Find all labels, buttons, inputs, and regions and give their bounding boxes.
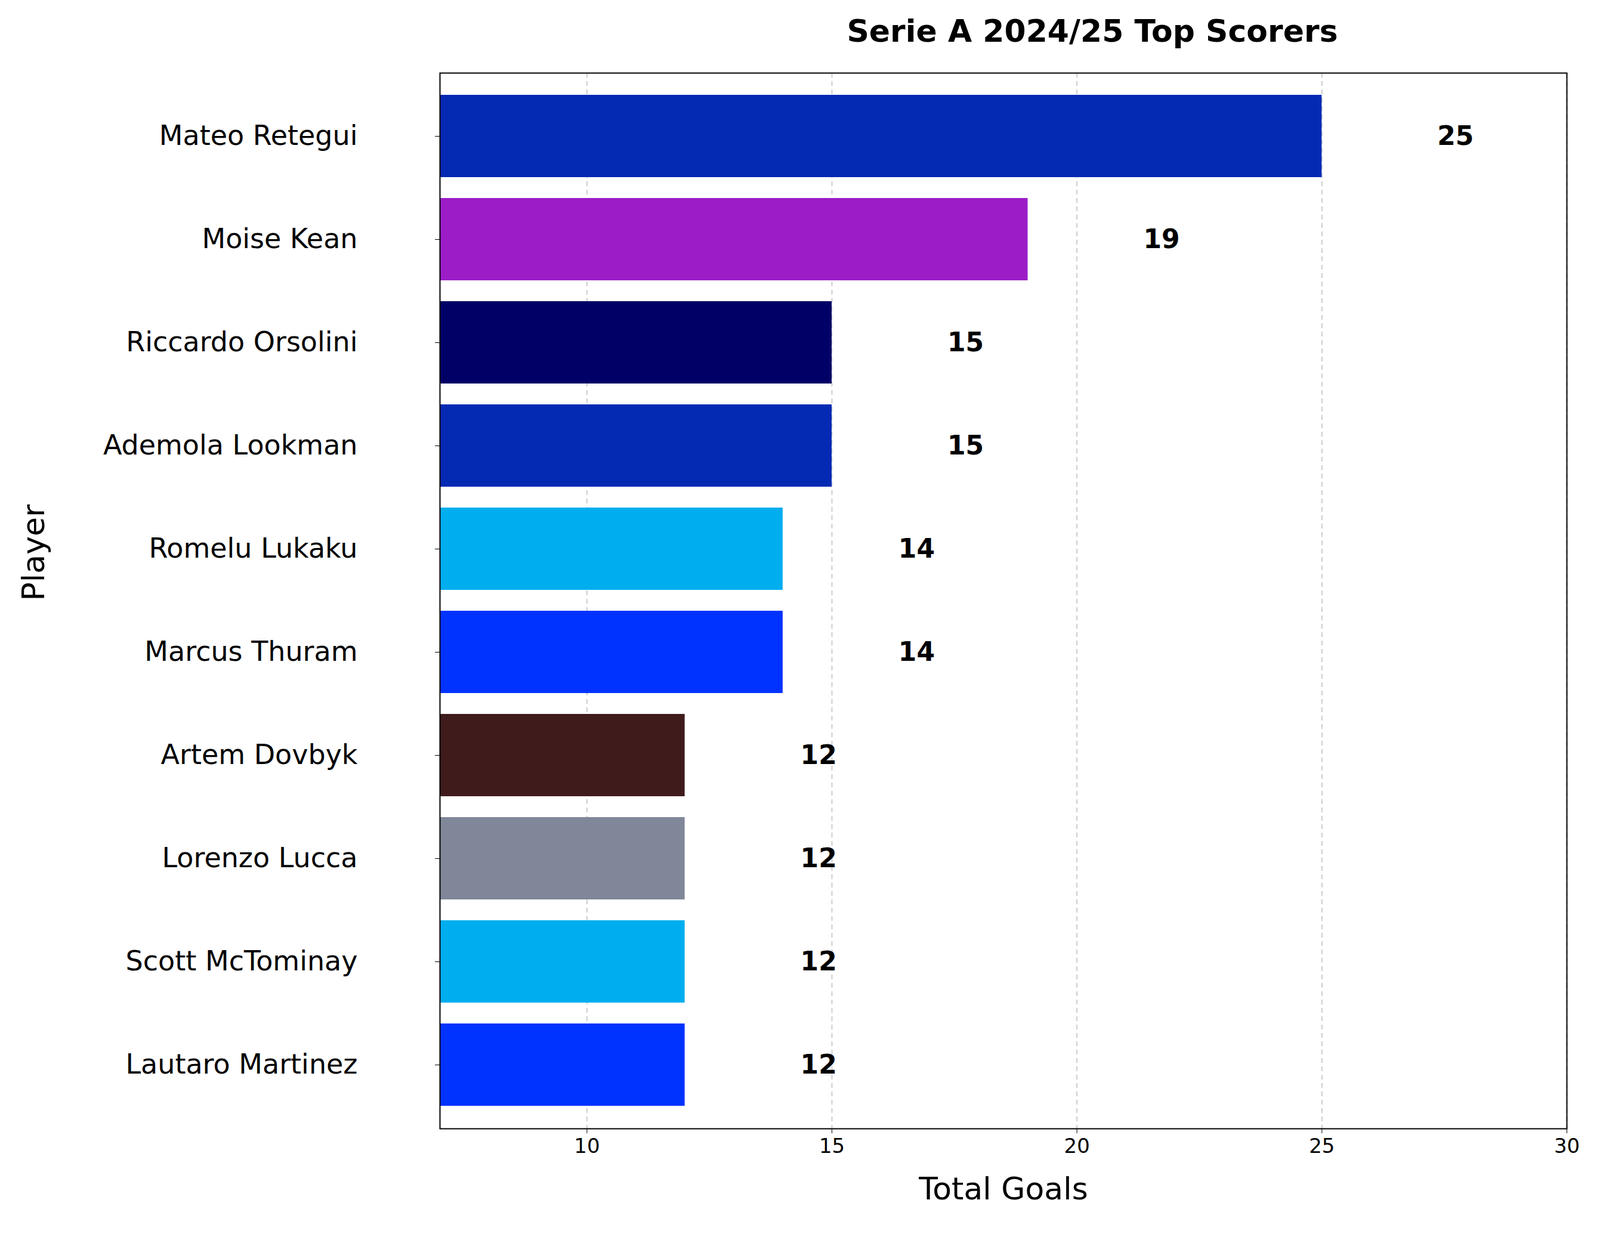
svg-text:Mateo Retegui: Mateo Retegui	[159, 119, 358, 152]
svg-text:Player: Player	[15, 504, 52, 601]
svg-text:14: 14	[898, 636, 935, 667]
svg-text:Artem Dovbyk: Artem Dovbyk	[161, 738, 358, 771]
svg-text:Scott McTominay: Scott McTominay	[125, 944, 358, 978]
svg-text:10: 10	[573, 1134, 600, 1158]
html-text:Serie A 2024/25 Top Scorers: Serie A 2024/25 Top Scorers	[846, 13, 1338, 49]
svg-text:Total Goals: Total Goals	[918, 1171, 1089, 1207]
svg-text:15: 15	[819, 1134, 845, 1158]
svg-text:Lorenzo Lucca: Lorenzo Lucca	[162, 841, 358, 874]
svg-text:19: 19	[1143, 223, 1180, 255]
svg-text:Ademola Lookman: Ademola Lookman	[103, 428, 358, 462]
svg-text:Marcus Thuram: Marcus Thuram	[144, 635, 358, 668]
svg-text:Romelu Lukaku: Romelu Lukaku	[148, 532, 358, 565]
svg-text:20: 20	[1064, 1134, 1090, 1158]
svg-text:15: 15	[947, 326, 984, 358]
svg-text:12: 12	[800, 1049, 837, 1080]
svg-text:Riccardo Orsolini: Riccardo Orsolini	[125, 325, 358, 358]
svg-text:Lautaro Martinez: Lautaro Martinez	[125, 1048, 358, 1081]
svg-text:Moise Kean: Moise Kean	[201, 222, 358, 255]
svg-text:12: 12	[800, 946, 837, 977]
svg-text:12: 12	[800, 842, 837, 874]
svg-text:14: 14	[898, 533, 935, 564]
svg-text:25: 25	[1308, 1134, 1335, 1158]
svg-text:30: 30	[1554, 1134, 1580, 1158]
svg-text:25: 25	[1437, 120, 1474, 151]
svg-text:12: 12	[800, 739, 837, 771]
svg-text:15: 15	[947, 430, 984, 461]
